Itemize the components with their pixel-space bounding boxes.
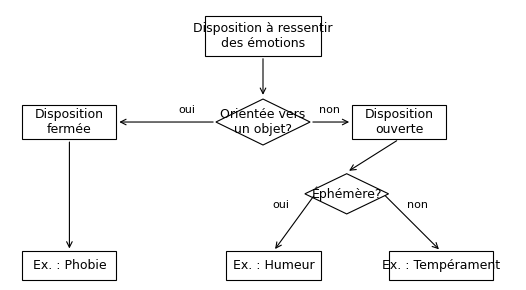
FancyBboxPatch shape xyxy=(389,251,493,280)
FancyBboxPatch shape xyxy=(22,251,116,280)
Text: Ex. : Phobie: Ex. : Phobie xyxy=(33,259,106,272)
Text: oui: oui xyxy=(273,200,290,210)
FancyBboxPatch shape xyxy=(22,105,116,139)
Polygon shape xyxy=(216,99,310,145)
Text: Disposition
fermée: Disposition fermée xyxy=(35,108,104,136)
Text: Disposition à ressentir
des émotions: Disposition à ressentir des émotions xyxy=(193,22,333,50)
Text: Ex. : Tempérament: Ex. : Tempérament xyxy=(382,259,500,272)
FancyBboxPatch shape xyxy=(352,105,446,139)
FancyBboxPatch shape xyxy=(226,251,320,280)
Polygon shape xyxy=(305,174,389,214)
Text: Orientée vers
un objet?: Orientée vers un objet? xyxy=(220,108,306,136)
Text: Disposition
ouverte: Disposition ouverte xyxy=(365,108,433,136)
Text: oui: oui xyxy=(179,105,196,115)
Text: non: non xyxy=(319,105,340,115)
Text: Éphémère?: Éphémère? xyxy=(311,186,382,201)
Text: Ex. : Humeur: Ex. : Humeur xyxy=(232,259,314,272)
FancyBboxPatch shape xyxy=(206,16,320,56)
Text: non: non xyxy=(407,200,428,210)
